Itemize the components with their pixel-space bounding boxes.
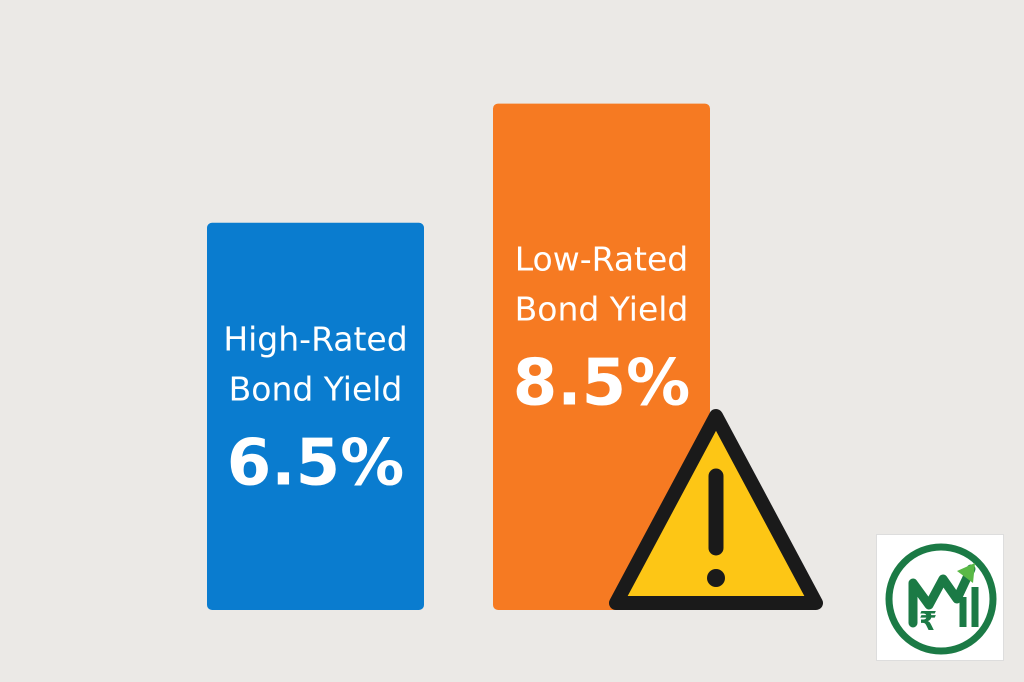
bar-low-rated <box>493 103 710 610</box>
bar-category-label: High-Rated <box>223 320 407 359</box>
rupee-growth-logo-icon: ₹ <box>885 543 997 655</box>
bar-value-label: 6.5% <box>227 427 405 501</box>
bars-group <box>207 103 710 610</box>
svg-text:₹: ₹ <box>919 607 937 637</box>
bar-category-label: Low-Rated <box>515 240 689 279</box>
warning-triangle-icon <box>609 409 823 610</box>
bar-category-label: Bond Yield <box>515 290 689 329</box>
bar-category-label: Bond Yield <box>229 370 403 409</box>
bar-high-rated <box>207 222 424 610</box>
labels-group: High-Rated Bond Yield 6.5% Low-Rated Bond Yi… <box>223 240 690 501</box>
brand-logo: ₹ <box>876 534 1004 661</box>
bar-value-label: 8.5% <box>513 347 691 421</box>
